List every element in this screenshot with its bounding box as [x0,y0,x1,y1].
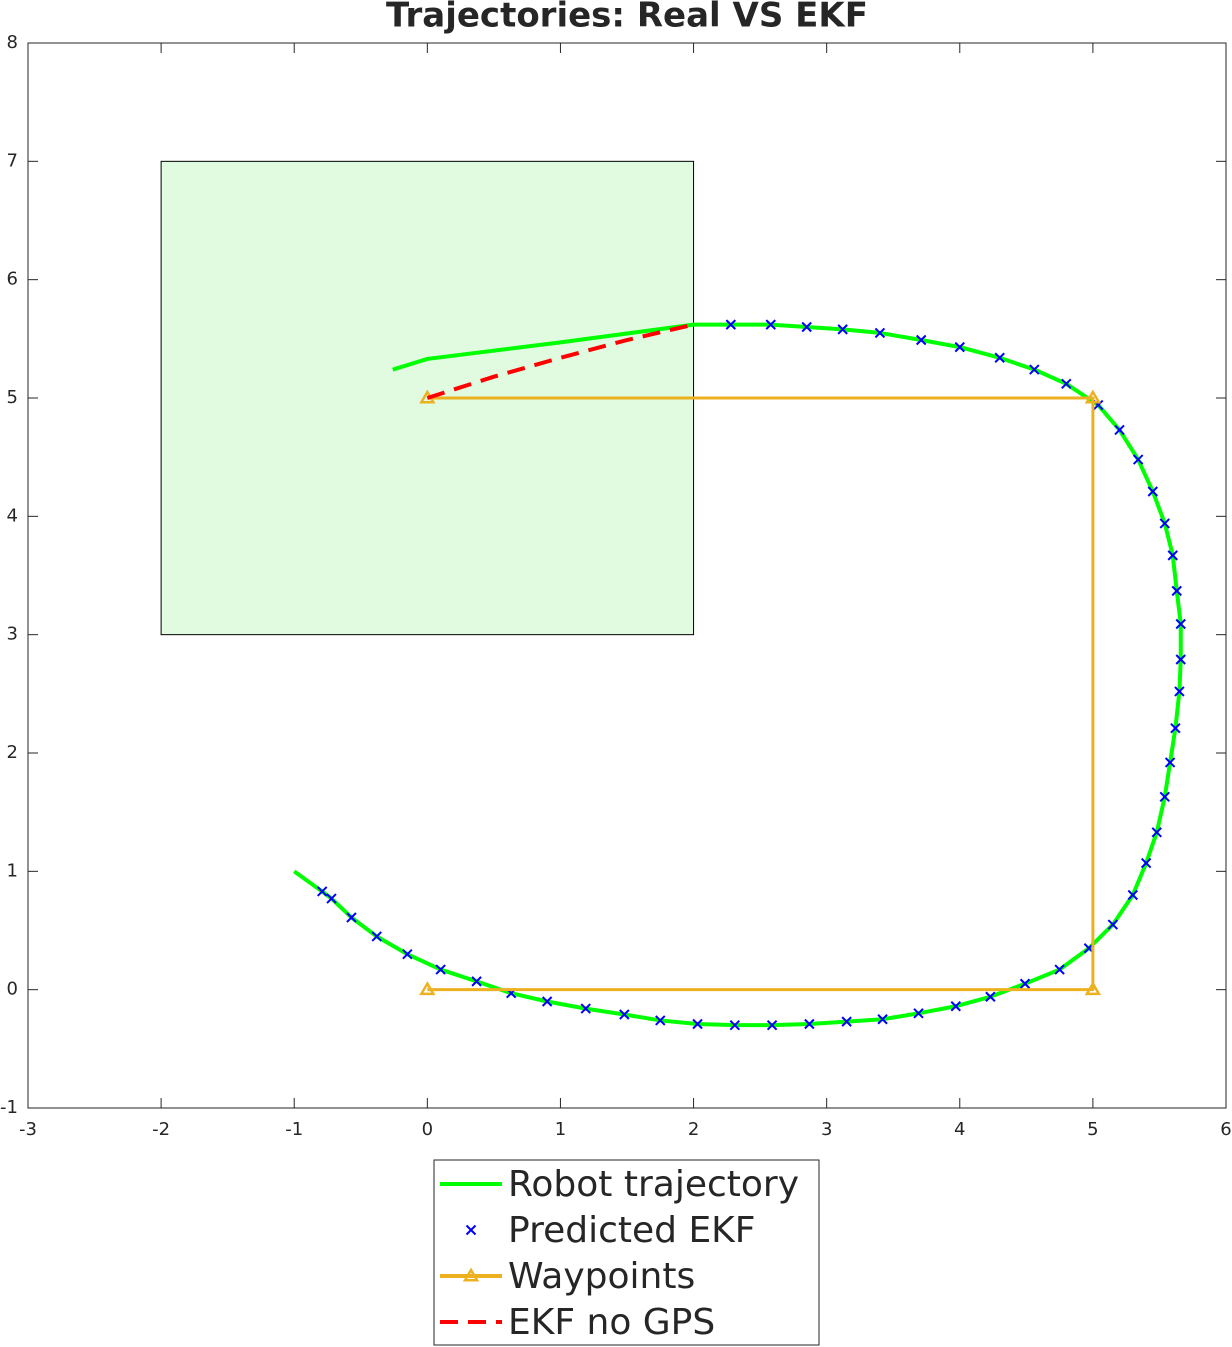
x-marker [692,1018,703,1030]
x-marker [1159,518,1170,529]
y-tick-label: 5 [7,387,18,408]
x-marker [729,1019,741,1031]
x-marker [985,991,996,1002]
series-line [293,322,1183,1028]
y-tick-label: 8 [7,32,18,53]
x-marker [915,334,927,346]
y-tick-label: 0 [7,979,18,1000]
legend-label: EKF no GPS [508,1302,715,1343]
x-marker [1151,827,1162,838]
x-marker [765,319,776,330]
x-marker [435,964,446,975]
x-tick-label: 0 [422,1119,433,1140]
x-marker [877,1014,888,1025]
x-marker [1107,919,1119,930]
x-marker [1170,722,1181,734]
x-marker [371,931,382,942]
series-line [426,322,695,400]
x-tick-label: -1 [285,1119,303,1140]
chart-title: Trajectories: Real VS EKF [386,0,868,36]
x-marker [1019,978,1031,989]
x-marker [1147,486,1158,497]
y-tick-label: 6 [7,269,18,290]
triangle-marker [1084,981,1102,996]
legend-marker [462,1267,480,1282]
x-marker [1159,791,1170,802]
y-tick-label: 7 [7,150,18,171]
x-marker [1132,454,1144,465]
series-line [427,396,1095,992]
x-marker [580,1003,591,1014]
x-tick-label: 2 [688,1119,699,1140]
legend-label: Waypoints [508,1256,695,1297]
x-marker [326,893,337,904]
x-marker [804,1018,815,1030]
x-tick-label: 5 [1087,1119,1098,1140]
x-marker [1164,757,1176,768]
x-tick-label: 3 [821,1119,832,1140]
x-marker [874,327,886,339]
legend-label: Predicted EKF [508,1210,756,1251]
x-marker [1171,585,1182,597]
x-marker [1174,686,1185,697]
x-marker [346,912,357,923]
x-marker [1029,364,1040,375]
x-tick-label: 6 [1220,1119,1231,1140]
x-marker [655,1015,666,1026]
x-marker [841,1016,852,1027]
x-marker [950,1001,961,1012]
legend-box [433,1159,820,1346]
x-marker [1140,857,1152,869]
legend-label: Robot trajectory [508,1164,799,1205]
x-marker [994,352,1005,363]
y-tick-label: 3 [7,624,18,645]
x-tick-label: -3 [19,1119,37,1140]
x-marker [954,341,965,353]
x-marker [837,324,848,335]
y-tick-label: 2 [7,742,18,763]
x-marker [801,321,812,333]
x-tick-label: -2 [152,1119,170,1140]
x-marker [1167,550,1178,561]
x-marker [1175,654,1186,665]
y-tick-label: 4 [7,505,18,526]
triangle-marker [1084,389,1102,404]
x-marker [402,948,413,960]
x-marker [541,996,553,1007]
x-marker [1061,378,1072,390]
x-tick-label: 4 [954,1119,965,1140]
x-marker [619,1009,630,1020]
x-marker [471,976,482,987]
y-tick-label: -1 [0,1097,18,1118]
x-tick-label: 1 [555,1119,566,1140]
legend-marker [465,1224,477,1236]
x-marker [1054,964,1065,975]
triangle-marker [419,981,436,996]
plot-frame [27,42,1227,1109]
x-marker [725,319,737,330]
x-marker [766,1019,778,1031]
x-marker [1127,889,1139,901]
x-marker [913,1008,924,1019]
x-marker [316,886,328,897]
x-marker [1175,618,1186,630]
x-marker [1114,424,1125,436]
y-tick-label: 1 [7,860,18,881]
